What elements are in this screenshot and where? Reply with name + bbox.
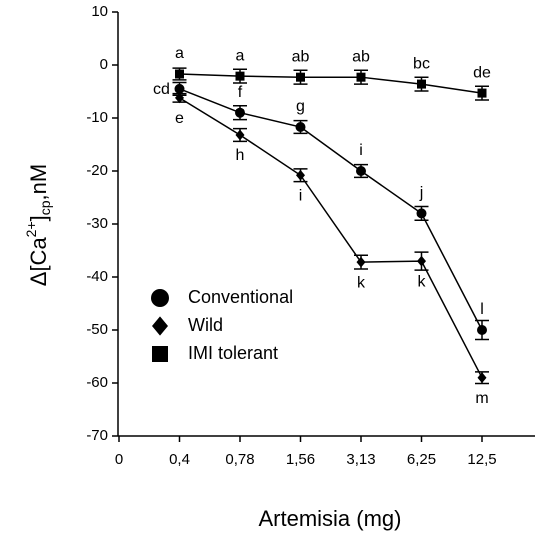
x-tick-label: 1,56 <box>286 451 315 468</box>
significance-letter: g <box>296 98 305 115</box>
significance-letter: l <box>480 301 484 318</box>
marker <box>175 69 184 79</box>
marker <box>296 72 305 82</box>
marker <box>417 79 426 89</box>
significance-letter: i <box>299 187 303 204</box>
marker <box>175 92 184 104</box>
series-line <box>179 97 483 379</box>
significance-letter: f <box>238 84 243 101</box>
significance-letter: k <box>357 274 366 291</box>
y-tick-label: 10 <box>91 3 108 20</box>
marker <box>477 88 487 98</box>
legend-marker <box>152 346 168 362</box>
significance-letter: a <box>175 45 184 62</box>
significance-letter: i <box>359 142 363 159</box>
marker <box>235 107 245 118</box>
x-tick-label: 0,78 <box>225 451 254 468</box>
significance-letter: bc <box>413 55 430 72</box>
marker <box>417 255 426 267</box>
marker <box>477 325 487 335</box>
x-tick-label: 0,4 <box>169 451 190 468</box>
x-tick-label: 12,5 <box>467 451 496 468</box>
significance-letter: a <box>236 47 245 64</box>
significance-letter: m <box>475 390 488 407</box>
marker <box>356 72 366 82</box>
marker <box>356 166 366 176</box>
significance-letter: ab <box>292 48 310 65</box>
y-tick-label: -70 <box>86 427 108 444</box>
x-axis-title: Artemisia (mg) <box>258 506 401 531</box>
marker <box>295 122 306 133</box>
legend-label: Conventional <box>188 287 293 307</box>
series-line <box>179 88 483 331</box>
y-tick-label: -30 <box>86 215 108 232</box>
y-axis-title: Δ[Ca2+]cp,nM <box>23 164 53 287</box>
x-tick-label: 3,13 <box>346 451 375 468</box>
x-tick-label: 6,25 <box>407 451 436 468</box>
marker <box>174 83 185 94</box>
legend-label: IMI tolerant <box>188 343 278 363</box>
marker <box>356 256 366 268</box>
significance-letter: cd <box>153 81 170 98</box>
y-tick-label: -60 <box>86 374 108 391</box>
legend-marker <box>152 316 168 336</box>
significance-letter: ab <box>352 48 370 65</box>
significance-letter: de <box>473 64 491 81</box>
y-tick-label: -40 <box>86 268 108 285</box>
x-tick-label: 0 <box>115 451 123 468</box>
legend-marker <box>151 289 169 307</box>
significance-letter: j <box>419 185 424 202</box>
marker <box>416 208 427 219</box>
significance-letter: k <box>418 273 427 290</box>
y-tick-label: -20 <box>86 162 108 179</box>
y-tick-label: 0 <box>100 56 108 73</box>
marker <box>235 71 245 81</box>
marker <box>296 169 305 181</box>
marker <box>477 372 487 384</box>
marker <box>235 129 245 141</box>
legend-label: Wild <box>188 315 223 335</box>
y-tick-label: -50 <box>86 321 108 338</box>
significance-letter: e <box>175 110 184 127</box>
y-tick-label: -10 <box>86 109 108 126</box>
series-line <box>179 73 483 94</box>
significance-letter: h <box>236 147 245 164</box>
